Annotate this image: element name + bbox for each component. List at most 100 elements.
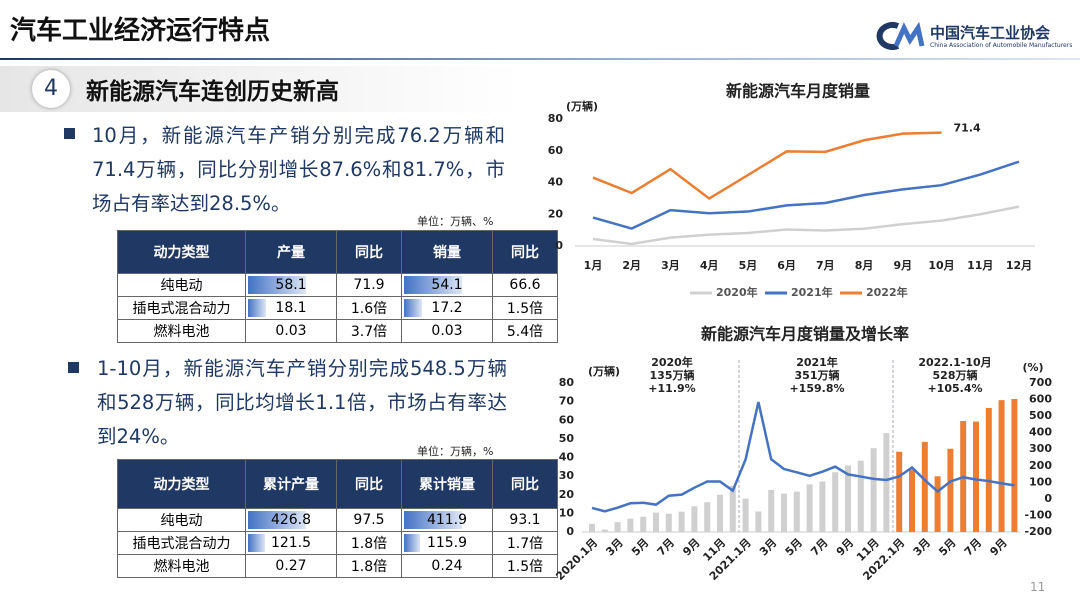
- cell-text: 1.6倍: [350, 301, 388, 317]
- cell-text: 1.8倍: [350, 559, 388, 575]
- table-cell: 燃料电池: [117, 319, 246, 343]
- cell-text: 0.24: [431, 558, 463, 574]
- bar: [755, 511, 762, 532]
- table-cell: 18.1: [245, 296, 337, 320]
- cell-text: 3.7倍: [350, 324, 388, 340]
- bar: [934, 476, 941, 532]
- x-tick-label: 5月: [629, 536, 651, 558]
- line-series: [592, 131, 942, 201]
- annotation: 351万辆: [795, 368, 840, 382]
- y-tick-label: 50: [559, 432, 575, 445]
- bar: [653, 512, 659, 532]
- cell-text: 1.5倍: [506, 301, 544, 317]
- x-tick-label: 6月: [777, 259, 796, 272]
- legend-label: 2022年: [866, 285, 908, 299]
- cell-text: 0.03: [275, 323, 307, 339]
- table-row: 燃料电池 0.27 1.8倍 0.24 1.5倍: [117, 554, 558, 578]
- bar: [870, 448, 877, 532]
- y-tick-label: 80: [548, 112, 564, 125]
- annotation: 135万辆: [650, 368, 695, 382]
- y-tick-label: 70: [559, 395, 575, 408]
- cell-text: 18.1: [275, 300, 307, 316]
- cell-text: 54.1: [431, 277, 463, 293]
- y-tick-label: 10: [559, 506, 575, 519]
- bar: [601, 529, 608, 532]
- table: 动力类型 累计产量 同比 累计销量 同比 纯电动 426.8 97.5 411.9 93.1 插电式…: [117, 459, 558, 578]
- y2-tick-label: 500: [1029, 409, 1052, 422]
- bar: [717, 494, 723, 532]
- x-tick-label: 8月: [855, 259, 874, 272]
- table-cell: 纯电动: [117, 273, 246, 297]
- bar: [589, 523, 595, 532]
- y2-tick-label: -200: [1024, 525, 1052, 538]
- x-tick-label: 3月: [757, 536, 779, 558]
- annotation: +159.8%: [789, 382, 844, 395]
- table-row: 纯电动 58.1 71.9 54.1 66.6: [117, 273, 558, 297]
- bar: [845, 465, 851, 532]
- header-cell: 累计产量: [245, 459, 337, 509]
- table-cell: 1.5倍: [492, 554, 558, 578]
- bar: [627, 518, 634, 532]
- bar: [704, 502, 711, 532]
- cell-bar: [248, 511, 306, 529]
- table-cell: 0.03: [401, 319, 493, 343]
- header-cell: 同比: [492, 459, 558, 509]
- bullet-text: 10月，新能源汽车产销分别完成76.2万辆和71.4万辆，同比分别增长87.6%…: [92, 124, 505, 215]
- bar: [883, 433, 890, 532]
- cell-text: 426.8: [270, 512, 312, 528]
- bullet-text: 1-10月，新能源汽车产销分别完成548.5万辆和528万辆，同比均增长1.1倍…: [97, 357, 507, 448]
- cell-text: 纯电动: [160, 278, 203, 294]
- y-tick-label: 20: [548, 207, 564, 220]
- y-tick-label: 30: [559, 469, 575, 482]
- x-tick-label: 5月: [783, 536, 805, 558]
- bar: [742, 498, 749, 532]
- x-tick-label: 3月: [911, 536, 933, 558]
- x-tick-label: 7月: [655, 536, 677, 558]
- cell-bar: [404, 511, 462, 529]
- y-tick-label: 0: [566, 525, 574, 538]
- x-tick-label: 5月: [936, 536, 958, 558]
- data-table: 动力类型 产量 同比 销量 同比 纯电动 58.1 71.9 54.1 66.6 插电式混合动力 18…: [117, 230, 558, 343]
- y2-tick-label: 400: [1029, 426, 1052, 439]
- table-cell: 121.5: [245, 531, 337, 555]
- y2-axis-label: (%): [1022, 361, 1043, 374]
- cell-bar: [248, 299, 267, 317]
- x-tick-label: 9月: [893, 259, 912, 272]
- y-tick-label: 20: [559, 488, 575, 501]
- bullet-icon: [64, 128, 75, 139]
- y2-tick-label: 700: [1029, 376, 1052, 389]
- bar: [819, 481, 826, 532]
- x-tick-label: 7月: [808, 536, 830, 558]
- slide-title: 汽车工业经济运行特点: [10, 16, 271, 46]
- cell-bar: [404, 299, 423, 317]
- annotation: 2020年: [651, 355, 693, 369]
- table-cell: 0.03: [245, 319, 337, 343]
- y-tick-label: 80: [559, 376, 575, 389]
- bar: [832, 472, 839, 532]
- logo-text: 中国汽车工业协会: [930, 24, 1051, 42]
- annotation: +105.4%: [927, 382, 982, 395]
- y-axis-label: (万辆): [588, 364, 620, 378]
- x-tick-label: 9月: [987, 536, 1009, 558]
- bar: [896, 451, 903, 532]
- bar: [947, 448, 954, 532]
- y2-tick-label: 100: [1029, 475, 1052, 488]
- x-tick-label: 9月: [834, 536, 856, 558]
- table-cell: 1.8倍: [336, 554, 402, 578]
- section-title: 新能源汽车连创历史新高: [86, 79, 339, 105]
- annotation: 528万辆: [933, 368, 978, 382]
- line-series: [592, 160, 1020, 230]
- table-cell: 0.27: [245, 554, 337, 578]
- y-tick-label: 0: [555, 239, 563, 252]
- x-tick-label: 12月: [1006, 259, 1032, 272]
- table-cell: 426.8: [245, 508, 337, 532]
- table-cell: 411.9: [401, 508, 493, 532]
- bar: [678, 511, 685, 532]
- legend-label: 2020年: [716, 285, 758, 299]
- line-series: [591, 401, 1015, 513]
- bar: [768, 489, 775, 532]
- cell-text: 71.9: [353, 277, 385, 293]
- bar: [614, 522, 621, 532]
- cell-text: 58.1: [275, 277, 307, 293]
- cell-text: 66.6: [509, 277, 541, 293]
